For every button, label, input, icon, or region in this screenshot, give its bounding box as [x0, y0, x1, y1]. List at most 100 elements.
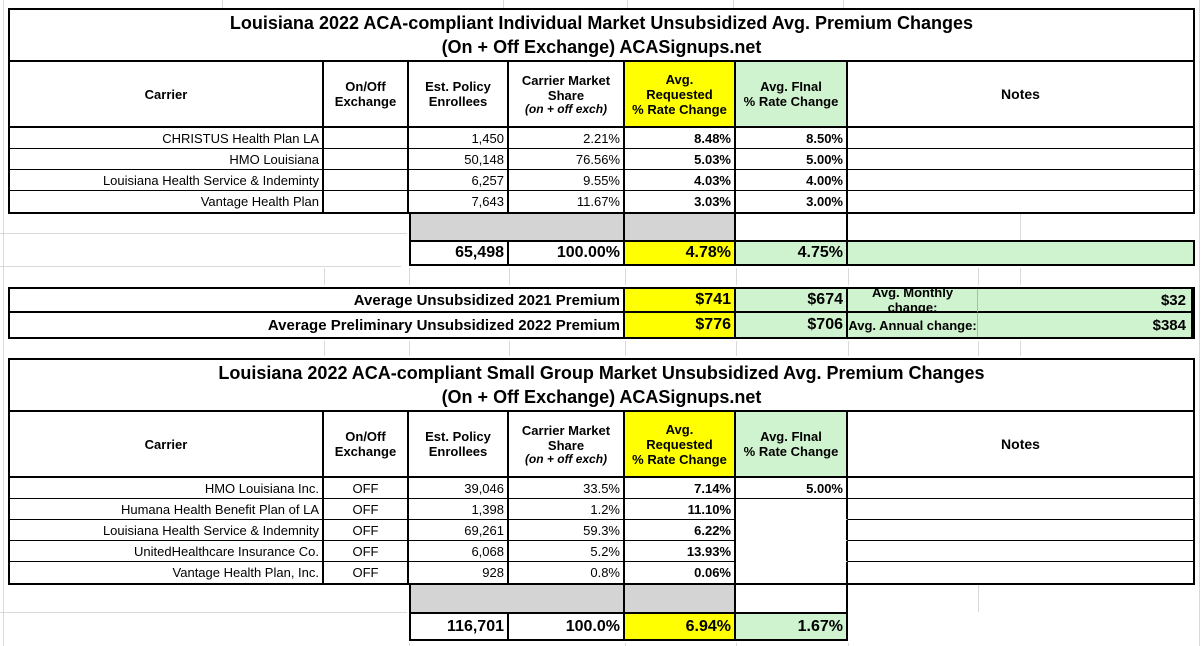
header-market-share[interactable]: Carrier Market Share (on + off exch)	[509, 412, 625, 476]
cell-carrier[interactable]: Louisiana Health Service & Indemnity	[10, 520, 324, 541]
cell-market-share[interactable]: 11.67%	[509, 191, 625, 212]
cell-enrollees[interactable]: 50,148	[409, 149, 509, 170]
cell-market-share[interactable]: 0.8%	[509, 562, 625, 583]
cell-exchange[interactable]	[324, 191, 409, 212]
header-exchange[interactable]: On/Off Exchange	[324, 412, 409, 476]
cell-exchange[interactable]: OFF	[324, 499, 409, 520]
cell-carrier[interactable]: UnitedHealthcare Insurance Co.	[10, 541, 324, 562]
cell-exchange[interactable]	[324, 128, 409, 149]
cell-enrollees[interactable]: 1,398	[409, 499, 509, 520]
cell-requested-rate[interactable]: 13.93%	[625, 541, 736, 562]
cell-enrollees[interactable]: 928	[409, 562, 509, 583]
total-notes[interactable]	[848, 242, 1193, 264]
cell-notes[interactable]	[848, 149, 1193, 170]
total-final-rate[interactable]: 1.67%	[736, 614, 846, 639]
spacer-cell[interactable]	[736, 214, 846, 240]
spacer-cell[interactable]	[736, 585, 846, 612]
summary-change-value[interactable]: $384	[978, 313, 1193, 337]
summary-label[interactable]: Average Unsubsidized 2021 Premium	[10, 289, 625, 313]
cell-market-share[interactable]: 59.3%	[509, 520, 625, 541]
cell-carrier[interactable]: Louisiana Health Service & Indeminty	[10, 170, 324, 191]
cell-enrollees[interactable]: 7,643	[409, 191, 509, 212]
summary-change-label[interactable]: Avg. Monthly change:	[848, 289, 978, 313]
spacer-cell[interactable]	[625, 214, 736, 240]
cell-carrier[interactable]: Humana Health Benefit Plan of LA	[10, 499, 324, 520]
cell-enrollees[interactable]: 39,046	[409, 478, 509, 499]
cell-carrier[interactable]: HMO Louisiana	[10, 149, 324, 170]
cell-notes[interactable]	[848, 191, 1193, 212]
small-group-title[interactable]: Louisiana 2022 ACA-compliant Small Group…	[10, 360, 1193, 412]
cell-final-rate[interactable]: 5.00%	[736, 478, 848, 499]
summary-final-premium[interactable]: $706	[736, 313, 848, 337]
cell-requested-rate[interactable]: 6.22%	[625, 520, 736, 541]
cell-final-rate[interactable]	[736, 520, 848, 541]
cell-enrollees[interactable]: 1,450	[409, 128, 509, 149]
cell-notes[interactable]	[848, 128, 1193, 149]
cell-notes[interactable]	[848, 170, 1193, 191]
cell-exchange[interactable]: OFF	[324, 520, 409, 541]
cell-exchange[interactable]: OFF	[324, 478, 409, 499]
header-requested-rate[interactable]: Avg. Requested % Rate Change	[625, 62, 736, 126]
cell-carrier[interactable]: CHRISTUS Health Plan LA	[10, 128, 324, 149]
header-final-rate[interactable]: Avg. FInal % Rate Change	[736, 62, 848, 126]
cell-requested-rate[interactable]: 8.48%	[625, 128, 736, 149]
cell-requested-rate[interactable]: 11.10%	[625, 499, 736, 520]
cell-exchange[interactable]: OFF	[324, 562, 409, 583]
cell-market-share[interactable]: 1.2%	[509, 499, 625, 520]
cell-notes[interactable]	[848, 478, 1193, 499]
total-enrollees[interactable]: 65,498	[411, 242, 509, 264]
cell-requested-rate[interactable]: 5.03%	[625, 149, 736, 170]
summary-requested-premium[interactable]: $741	[625, 289, 736, 313]
total-market-share[interactable]: 100.00%	[509, 242, 625, 264]
total-final-rate[interactable]: 4.75%	[736, 242, 848, 264]
spacer-cell[interactable]	[625, 585, 736, 612]
cell-exchange[interactable]: OFF	[324, 541, 409, 562]
summary-change-value[interactable]: $32	[978, 289, 1193, 313]
cell-requested-rate[interactable]: 4.03%	[625, 170, 736, 191]
cell-enrollees[interactable]: 69,261	[409, 520, 509, 541]
header-requested-rate[interactable]: Avg. Requested % Rate Change	[625, 412, 736, 476]
header-carrier[interactable]: Carrier	[10, 412, 324, 476]
header-enrollees[interactable]: Est. Policy Enrollees	[409, 62, 509, 126]
summary-final-premium[interactable]: $674	[736, 289, 848, 313]
cell-notes[interactable]	[848, 541, 1193, 562]
total-requested-rate[interactable]: 4.78%	[625, 242, 736, 264]
header-exchange[interactable]: On/Off Exchange	[324, 62, 409, 126]
summary-label[interactable]: Average Preliminary Unsubsidized 2022 Pr…	[10, 313, 625, 337]
cell-requested-rate[interactable]: 0.06%	[625, 562, 736, 583]
spacer-cell[interactable]	[411, 214, 625, 240]
total-requested-rate[interactable]: 6.94%	[625, 614, 736, 639]
cell-notes[interactable]	[848, 499, 1193, 520]
cell-final-rate[interactable]	[736, 499, 848, 520]
cell-notes[interactable]	[848, 562, 1193, 583]
cell-market-share[interactable]: 33.5%	[509, 478, 625, 499]
cell-market-share[interactable]: 76.56%	[509, 149, 625, 170]
cell-notes[interactable]	[848, 520, 1193, 541]
cell-final-rate[interactable]: 5.00%	[736, 149, 848, 170]
header-enrollees[interactable]: Est. Policy Enrollees	[409, 412, 509, 476]
total-enrollees[interactable]: 116,701	[411, 614, 509, 639]
header-market-share[interactable]: Carrier Market Share (on + off exch)	[509, 62, 625, 126]
cell-market-share[interactable]: 5.2%	[509, 541, 625, 562]
cell-final-rate[interactable]: 4.00%	[736, 170, 848, 191]
cell-final-rate[interactable]	[736, 541, 848, 562]
cell-final-rate[interactable]	[736, 562, 848, 583]
cell-enrollees[interactable]: 6,257	[409, 170, 509, 191]
cell-exchange[interactable]	[324, 170, 409, 191]
total-market-share[interactable]: 100.0%	[509, 614, 625, 639]
summary-requested-premium[interactable]: $776	[625, 313, 736, 337]
cell-enrollees[interactable]: 6,068	[409, 541, 509, 562]
header-carrier[interactable]: Carrier	[10, 62, 324, 126]
cell-carrier[interactable]: Vantage Health Plan	[10, 191, 324, 212]
cell-market-share[interactable]: 2.21%	[509, 128, 625, 149]
cell-final-rate[interactable]: 3.00%	[736, 191, 848, 212]
individual-market-title[interactable]: Louisiana 2022 ACA-compliant Individual …	[10, 10, 1193, 62]
header-notes[interactable]: Notes	[1001, 435, 1040, 452]
cell-requested-rate[interactable]: 3.03%	[625, 191, 736, 212]
cell-market-share[interactable]: 9.55%	[509, 170, 625, 191]
cell-final-rate[interactable]: 8.50%	[736, 128, 848, 149]
spacer-cell[interactable]	[411, 585, 625, 612]
cell-requested-rate[interactable]: 7.14%	[625, 478, 736, 499]
header-notes[interactable]: Notes	[1001, 85, 1040, 102]
cell-carrier[interactable]: Vantage Health Plan, Inc.	[10, 562, 324, 583]
